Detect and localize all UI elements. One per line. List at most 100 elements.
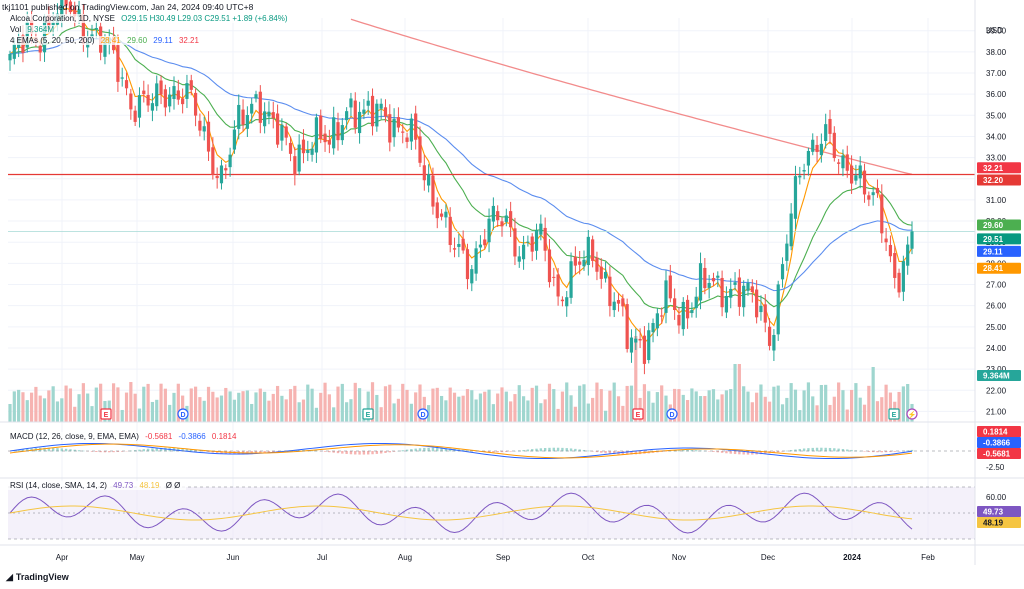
tradingview-logo[interactable]: ◢ TradingView xyxy=(6,572,69,582)
volume-value: 9.364M xyxy=(27,25,55,34)
macd-histogram-bar xyxy=(548,447,551,452)
macd-histogram-bar xyxy=(345,451,348,454)
volume-bar xyxy=(586,403,590,422)
ema-legend[interactable]: 4 EMAs (5, 20, 50, 200) 28.41 29.60 29.1… xyxy=(8,36,205,45)
candle-body xyxy=(306,150,310,153)
candle-body xyxy=(651,323,655,333)
macd-histogram-bar xyxy=(410,449,413,452)
x-tick-label: Dec xyxy=(761,553,775,562)
candle-body xyxy=(401,131,405,133)
candle-body xyxy=(405,137,409,142)
volume-bar xyxy=(750,402,754,422)
volume-bar xyxy=(345,402,349,422)
macd-histogram-bar xyxy=(815,447,819,452)
rsi-legend[interactable]: RSI (14, close, SMA, 14, 2) 49.73 48.19 … xyxy=(8,481,187,490)
volume-bar xyxy=(159,383,163,422)
macd-histogram-bar xyxy=(785,450,789,452)
macd-histogram-bar xyxy=(531,449,534,452)
candle-body xyxy=(690,310,694,314)
candle-body xyxy=(828,118,832,134)
candle-body xyxy=(116,45,120,82)
candle-body xyxy=(185,83,189,99)
price-labels: 32.21 32.20 29.60 29.51 29.11 28.41 9.364M 0.18… xyxy=(977,162,1021,528)
x-tick-label: Aug xyxy=(398,553,412,562)
price-tag-text-hline: 32.20 xyxy=(983,176,1004,185)
volume-bar xyxy=(245,390,249,422)
volume-bar xyxy=(483,391,487,422)
macd-histogram-bar xyxy=(824,447,827,452)
volume-bar xyxy=(271,393,275,422)
macd-histogram-bar xyxy=(561,447,564,452)
volume-bar xyxy=(163,388,167,422)
volume-bar xyxy=(120,409,124,422)
volume-bar xyxy=(767,401,772,422)
macd-histogram-bar xyxy=(112,451,115,453)
candle-body xyxy=(819,143,823,156)
candle-body xyxy=(163,89,167,108)
macd-histogram-bar xyxy=(194,449,197,452)
volume-bar xyxy=(793,389,798,422)
macd-histogram-bar xyxy=(103,451,107,453)
volume-bar xyxy=(90,406,94,422)
candle-body xyxy=(560,299,565,302)
candle-body xyxy=(409,118,413,142)
volume-bar xyxy=(47,390,51,422)
macd-histogram-bar xyxy=(73,449,76,452)
candle-body xyxy=(668,275,672,299)
volume-bar xyxy=(664,395,668,422)
candle-body xyxy=(547,249,552,283)
symbol-legend[interactable]: Alcoa Corporation, 1D, NYSE O29.15 H30.4… xyxy=(8,14,294,23)
candle-body xyxy=(521,244,526,260)
candle-body xyxy=(832,132,836,159)
candle-body xyxy=(742,285,746,308)
volume-bar xyxy=(845,409,849,422)
macd-histogram-bar xyxy=(729,451,732,454)
macd-histogram-bar xyxy=(323,451,327,452)
macd-histogram-bar xyxy=(733,451,737,455)
macd-histogram-bar xyxy=(595,451,599,453)
volume-bar xyxy=(280,395,284,422)
candle-body xyxy=(603,272,608,279)
macd-histogram-bar xyxy=(51,447,55,452)
volume-bars xyxy=(8,336,914,422)
volume-bar xyxy=(146,383,150,422)
macd-histogram-bar xyxy=(90,451,94,452)
volume-bar xyxy=(366,391,370,422)
candle-body xyxy=(64,0,68,6)
volume-bar xyxy=(42,398,47,422)
candle-body xyxy=(237,104,241,129)
volume-bar xyxy=(496,393,500,422)
candle-body xyxy=(198,120,202,131)
volume-legend[interactable]: Vol 9.364M xyxy=(8,25,61,34)
candle-body xyxy=(284,126,288,138)
macd-legend[interactable]: MACD (12, 26, close, 9, EMA, EMA) -0.568… xyxy=(8,432,243,441)
price-tag-volume xyxy=(977,370,1021,381)
volume-bar xyxy=(763,396,767,422)
macd-histogram-bar xyxy=(578,449,581,452)
macd-histogram-bar xyxy=(789,450,793,452)
candle-body xyxy=(172,86,176,100)
ema5-value: 28.41 xyxy=(100,36,121,45)
macd-histogram-bar xyxy=(695,450,698,452)
candle-body xyxy=(513,228,517,257)
volume-bar xyxy=(25,400,29,422)
macd-histogram-bar xyxy=(686,450,689,452)
volume-bar xyxy=(176,383,180,422)
candle-body xyxy=(867,195,871,200)
hist-value: 0.1814 xyxy=(211,432,237,441)
macd-histogram-bar xyxy=(742,451,745,455)
candle-body xyxy=(703,267,707,289)
macd-histogram-bar xyxy=(297,450,301,452)
macd-histogram-bar xyxy=(349,451,353,455)
y-tick-label: 33.00 xyxy=(986,154,1007,163)
volume-bar xyxy=(124,392,129,422)
candle-body xyxy=(444,211,448,218)
rsi-line xyxy=(9,492,913,534)
macd-histogram-bar xyxy=(449,448,452,452)
candle-body xyxy=(763,304,767,323)
volume-bar xyxy=(828,404,832,422)
macd-histogram-bar xyxy=(116,451,120,452)
candle-body xyxy=(396,117,401,128)
candle-body xyxy=(457,243,461,247)
